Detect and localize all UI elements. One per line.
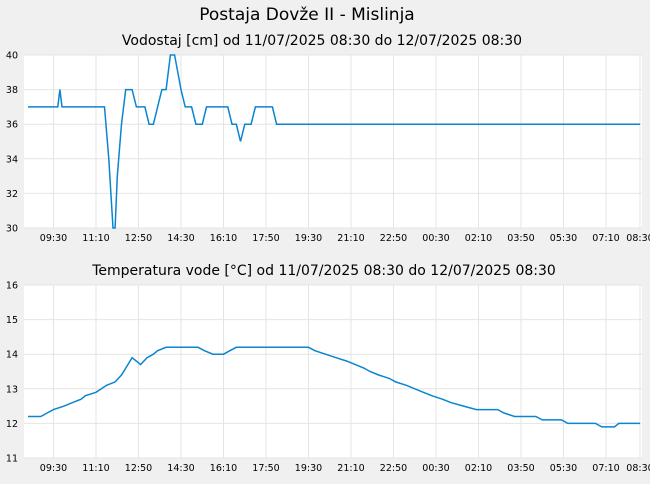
water-temperature-x-tick-label: 07:10 [592,463,619,474]
water-level-y-tick-label: 34 [6,154,18,165]
water-temperature-y-axis: 16 15 14 13 12 11 [6,281,18,465]
water-level-series-line [28,54,640,229]
water-level-x-tick-label: 21:10 [337,233,364,244]
water-temperature-x-tick-label: 14:30 [167,463,194,474]
water-level-x-tick-label: 16:10 [210,233,237,244]
water-level-x-tick-label: 19:30 [295,233,322,244]
water-temperature-x-tick-label: 16:10 [210,463,237,474]
water-level-x-tick-label: 08:30 [626,233,650,244]
water-level-x-axis: 09:30 11:10 12:50 14:30 16:10 17:50 19:30 21:10… [40,233,650,244]
water-temperature-x-axis: 09:30 11:10 12:50 14:30 16:10 17:50 19:30 21:10… [40,463,650,474]
water-temperature-x-tick-label: 09:30 [40,463,67,474]
water-temperature-y-tick-label: 16 [6,281,18,292]
water-level-x-tick-label: 00:30 [422,233,449,244]
water-level-y-tick-label: 30 [6,224,18,235]
water-level-y-tick-label: 32 [6,189,18,200]
water-level-gridlines [24,54,642,229]
water-level-x-tick-label: 02:10 [465,233,492,244]
water-level-x-tick-label: 09:30 [40,233,67,244]
water-temperature-x-tick-label: 08:30 [626,463,650,474]
water-level-chart: Vodostaj [cm] od 11/07/2025 08:30 do 12/… [6,33,650,244]
water-temperature-y-tick-label: 12 [6,419,18,430]
water-level-x-tick-label: 11:10 [82,233,109,244]
water-temperature-gridlines [24,284,642,459]
water-level-chart-title: Vodostaj [cm] od 11/07/2025 08:30 do 12/… [122,33,522,49]
water-level-x-tick-label: 12:50 [125,233,152,244]
water-temperature-x-tick-label: 02:10 [465,463,492,474]
water-temperature-x-tick-label: 05:30 [550,463,577,474]
water-temperature-series-line [28,346,640,428]
water-level-x-tick-label: 05:30 [550,233,577,244]
water-level-y-tick-label: 36 [6,120,18,131]
water-temperature-plot-area [24,285,642,458]
water-level-plot-area [24,55,642,228]
water-temperature-y-tick-label: 11 [6,454,18,465]
water-level-y-axis: 40 38 36 34 32 30 [6,51,18,235]
water-temperature-y-tick-label: 14 [6,350,18,361]
water-temperature-x-tick-label: 19:30 [295,463,322,474]
water-temperature-y-tick-label: 13 [6,384,18,395]
water-level-x-tick-label: 07:10 [592,233,619,244]
water-level-x-tick-label: 17:50 [252,233,279,244]
water-level-x-tick-label: 14:30 [167,233,194,244]
water-level-y-tick-label: 38 [6,85,18,96]
water-temperature-y-tick-label: 15 [6,315,18,326]
water-temperature-x-tick-label: 03:50 [507,463,534,474]
water-temperature-chart-title: Temperatura vode [°C] od 11/07/2025 08:3… [91,263,556,279]
water-temperature-x-tick-label: 11:10 [82,463,109,474]
water-temperature-x-tick-label: 12:50 [125,463,152,474]
water-temperature-chart: Temperatura vode [°C] od 11/07/2025 08:3… [6,263,650,474]
water-level-y-tick-label: 40 [6,51,18,62]
water-temperature-x-tick-label: 17:50 [252,463,279,474]
water-temperature-x-tick-label: 21:10 [337,463,364,474]
water-temperature-x-tick-label: 00:30 [422,463,449,474]
water-temperature-x-tick-label: 22:50 [380,463,407,474]
water-level-x-tick-label: 22:50 [380,233,407,244]
page-title: Postaja Dovže II - Mislinja [199,5,414,25]
water-level-x-tick-label: 03:50 [507,233,534,244]
